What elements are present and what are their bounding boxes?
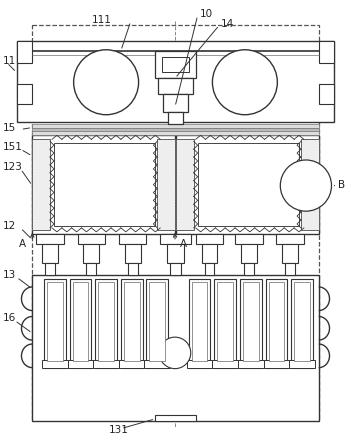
Bar (198, 143, 299, 226)
Bar (32, 275, 319, 421)
Bar (282, 244, 298, 263)
Bar (125, 244, 140, 263)
Bar (44, 279, 66, 368)
Bar (121, 279, 143, 368)
Text: B: B (338, 179, 345, 190)
Bar (276, 234, 304, 244)
Bar (98, 282, 114, 361)
Bar (47, 282, 63, 361)
Bar (86, 263, 96, 275)
Text: A: A (19, 239, 26, 249)
Bar (95, 279, 117, 368)
Bar (128, 263, 138, 275)
Bar (243, 282, 259, 361)
Bar (32, 128, 319, 132)
Bar (157, 139, 175, 230)
Bar (285, 263, 295, 275)
Bar (163, 94, 188, 112)
Bar (294, 282, 310, 361)
Bar (145, 360, 170, 368)
Text: 11: 11 (3, 55, 16, 66)
Bar (205, 263, 214, 275)
Text: 123: 123 (3, 162, 23, 172)
Bar (73, 282, 88, 361)
Bar (301, 139, 319, 230)
Bar (212, 360, 238, 368)
Bar (235, 234, 263, 244)
Bar (158, 78, 193, 94)
Text: A: A (180, 239, 187, 249)
Bar (264, 360, 289, 368)
Bar (146, 279, 168, 368)
Bar (157, 139, 175, 230)
Bar (301, 139, 319, 230)
Bar (84, 244, 99, 263)
Text: 15: 15 (3, 123, 16, 132)
Text: 10: 10 (200, 9, 213, 19)
Bar (32, 136, 175, 234)
Bar (36, 234, 64, 244)
Text: 111: 111 (91, 15, 111, 25)
Bar (217, 282, 233, 361)
Circle shape (280, 160, 331, 211)
Bar (124, 282, 140, 361)
Circle shape (159, 337, 191, 369)
Bar (150, 282, 165, 361)
Bar (32, 139, 50, 230)
Circle shape (74, 50, 139, 115)
Bar (155, 415, 196, 421)
Bar (93, 360, 119, 368)
Bar (189, 279, 211, 368)
Text: 13: 13 (3, 270, 16, 280)
Bar (176, 139, 194, 230)
Bar (176, 136, 319, 234)
Bar (170, 263, 181, 275)
Text: 12: 12 (3, 221, 16, 231)
Bar (266, 279, 287, 368)
Bar (196, 234, 223, 244)
Bar (244, 263, 254, 275)
Bar (238, 360, 264, 368)
Bar (16, 41, 32, 62)
Text: 14: 14 (221, 19, 234, 29)
Bar (289, 360, 315, 368)
Bar (119, 360, 145, 368)
Bar (32, 25, 319, 419)
Bar (16, 41, 335, 122)
Bar (16, 84, 32, 104)
Bar (70, 279, 91, 368)
Bar (319, 41, 335, 62)
Bar (32, 132, 319, 136)
Bar (291, 279, 313, 368)
Bar (240, 279, 261, 368)
Bar (201, 244, 217, 263)
Bar (241, 244, 257, 263)
Bar (42, 360, 68, 368)
Bar (167, 244, 184, 263)
Bar (214, 279, 236, 368)
Text: 151: 151 (3, 142, 23, 152)
Bar (160, 234, 191, 244)
Text: 131: 131 (109, 425, 129, 435)
Bar (42, 244, 58, 263)
Bar (155, 51, 196, 78)
Bar (68, 360, 93, 368)
Bar (54, 143, 155, 226)
Bar (269, 282, 284, 361)
Bar (176, 139, 194, 230)
Bar (192, 282, 207, 361)
Bar (32, 139, 50, 230)
Bar (319, 84, 335, 104)
Circle shape (212, 50, 277, 115)
Bar (32, 124, 319, 128)
Bar (119, 234, 146, 244)
Bar (162, 57, 189, 72)
Bar (78, 234, 105, 244)
Bar (168, 112, 183, 124)
Bar (187, 360, 212, 368)
Text: 16: 16 (3, 314, 16, 323)
Bar (45, 263, 55, 275)
